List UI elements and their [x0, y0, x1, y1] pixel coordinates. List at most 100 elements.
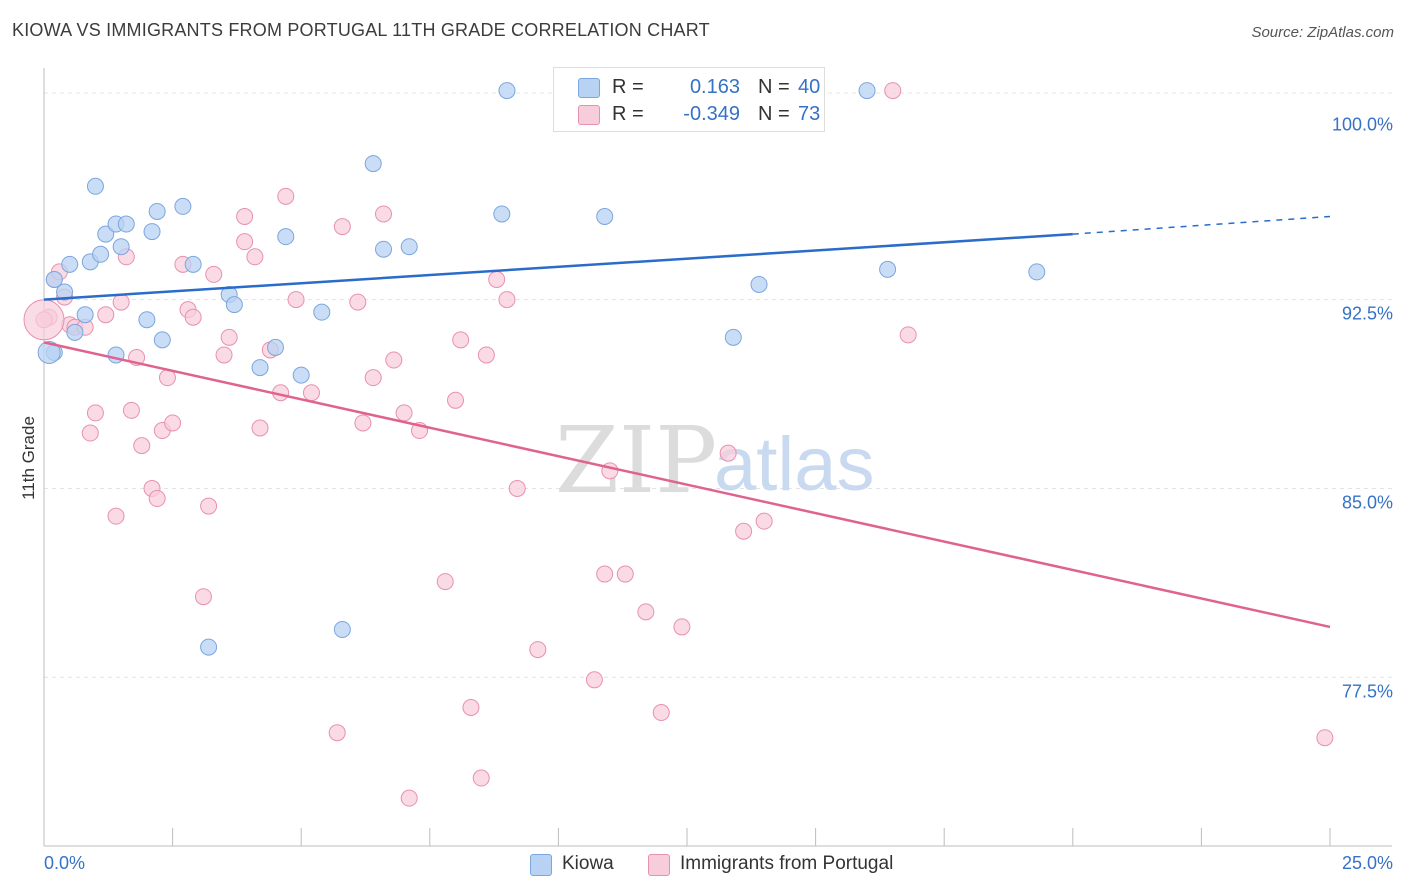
portugal-point: [884, 82, 902, 100]
portugal-point: [735, 522, 753, 540]
portugal-point: [205, 265, 223, 283]
portugal-point: [375, 205, 393, 223]
portugal-point: [220, 328, 238, 346]
kiowa-point: [375, 240, 393, 258]
kiowa-point: [200, 638, 218, 656]
portugal-point: [472, 769, 490, 787]
kiowa-legend-label: Kiowa: [562, 853, 614, 874]
kiowa-point: [225, 296, 243, 314]
portugal-r-value: -0.349: [683, 103, 740, 125]
portugal-point: [112, 293, 130, 311]
watermark-atlas: atlas: [714, 422, 875, 507]
gridlines: [44, 92, 1392, 678]
kiowa-point: [879, 260, 897, 278]
portugal-point: [86, 404, 104, 422]
portugal-point: [508, 479, 526, 497]
portugal-point: [236, 233, 254, 251]
y-tick-label: 85.0%: [1342, 492, 1393, 512]
kiowa-legend-swatch: [530, 854, 552, 876]
kiowa-point: [174, 197, 192, 215]
source-attribution[interactable]: Source: ZipAtlas.com: [1251, 24, 1394, 41]
portugal-point: [236, 207, 254, 225]
y-axis-label: 11th Grade: [19, 416, 38, 500]
portugal-point: [97, 306, 115, 324]
correlation-legend: R = 0.163 N = 40 R = -0.349 N = 73: [553, 67, 825, 132]
portugal-point: [637, 603, 655, 621]
kiowa-point: [184, 255, 202, 273]
kiowa-point: [251, 359, 269, 377]
kiowa-n-value: 40: [798, 76, 821, 98]
trend-lines: [43, 215, 1331, 629]
kiowa-point: [117, 215, 135, 233]
portugal-legend-swatch: [648, 854, 670, 876]
portugal-point: [719, 444, 737, 462]
portugal-point: [277, 187, 295, 205]
portugal-point: [673, 618, 691, 636]
portugal-point: [462, 699, 480, 717]
portugal-point: [333, 218, 351, 236]
portugal-point: [447, 391, 465, 409]
kiowa-point: [45, 270, 63, 288]
portugal-point: [328, 724, 346, 742]
kiowa-point: [364, 155, 382, 173]
y-tick-label: 92.5%: [1342, 304, 1393, 324]
x-tick-label: 25.0%: [1342, 853, 1393, 873]
portugal-point-large: [23, 299, 65, 341]
portugal-point: [436, 573, 454, 591]
portugal-point: [194, 588, 212, 606]
kiowa-point: [153, 331, 171, 349]
portugal-point: [302, 384, 320, 402]
kiowa-trend-line: [43, 232, 1073, 301]
portugal-point: [81, 424, 99, 442]
portugal-point: [596, 565, 614, 583]
portugal-point: [164, 414, 182, 432]
chart-title: KIOWA VS IMMIGRANTS FROM PORTUGAL 11TH G…: [12, 20, 710, 40]
kiowa-point: [143, 223, 161, 241]
kiowa-point: [400, 238, 418, 256]
kiowa-point: [86, 177, 104, 195]
portugal-point: [529, 641, 547, 659]
portugal-point: [477, 346, 495, 364]
y-tick-label: 100.0%: [1332, 115, 1393, 135]
portugal-point: [585, 671, 603, 689]
y-tick-label: 77.5%: [1342, 681, 1393, 701]
kiowa-points: [37, 82, 1046, 656]
kiowa-point-large: [37, 340, 61, 364]
portugal-r-label: R =: [612, 103, 644, 125]
portugal-point: [400, 789, 418, 807]
kiowa-point: [148, 202, 166, 220]
portugal-trend-line: [43, 341, 1331, 629]
portugal-point: [148, 490, 166, 508]
portugal-point: [1316, 729, 1334, 747]
portugal-legend-label: Immigrants from Portugal: [680, 853, 894, 874]
kiowa-point: [97, 225, 115, 243]
portugal-swatch: [578, 105, 600, 125]
portugal-point: [364, 369, 382, 387]
kiowa-point: [333, 620, 351, 638]
kiowa-swatch: [578, 78, 600, 98]
portugal-point: [488, 270, 506, 288]
kiowa-trend-extension: [1072, 215, 1331, 235]
portugal-n-value: 73: [798, 103, 821, 125]
portugal-point: [385, 351, 403, 369]
portugal-point: [498, 291, 516, 309]
portugal-point: [899, 326, 917, 344]
kiowa-point: [112, 238, 130, 256]
kiowa-point: [66, 323, 84, 341]
portugal-point: [349, 293, 367, 311]
portugal-point: [652, 704, 670, 722]
kiowa-point: [750, 275, 768, 293]
kiowa-point: [1028, 263, 1046, 281]
kiowa-point: [76, 306, 94, 324]
kiowa-n-label: N =: [758, 76, 790, 98]
kiowa-point: [266, 338, 284, 356]
kiowa-point: [61, 255, 79, 273]
kiowa-point: [313, 303, 331, 321]
portugal-point: [452, 331, 470, 349]
kiowa-point: [292, 366, 310, 384]
x-tick-label: 0.0%: [44, 853, 85, 873]
portugal-point: [133, 437, 151, 455]
portugal-point: [122, 401, 140, 419]
portugal-point: [200, 497, 218, 515]
